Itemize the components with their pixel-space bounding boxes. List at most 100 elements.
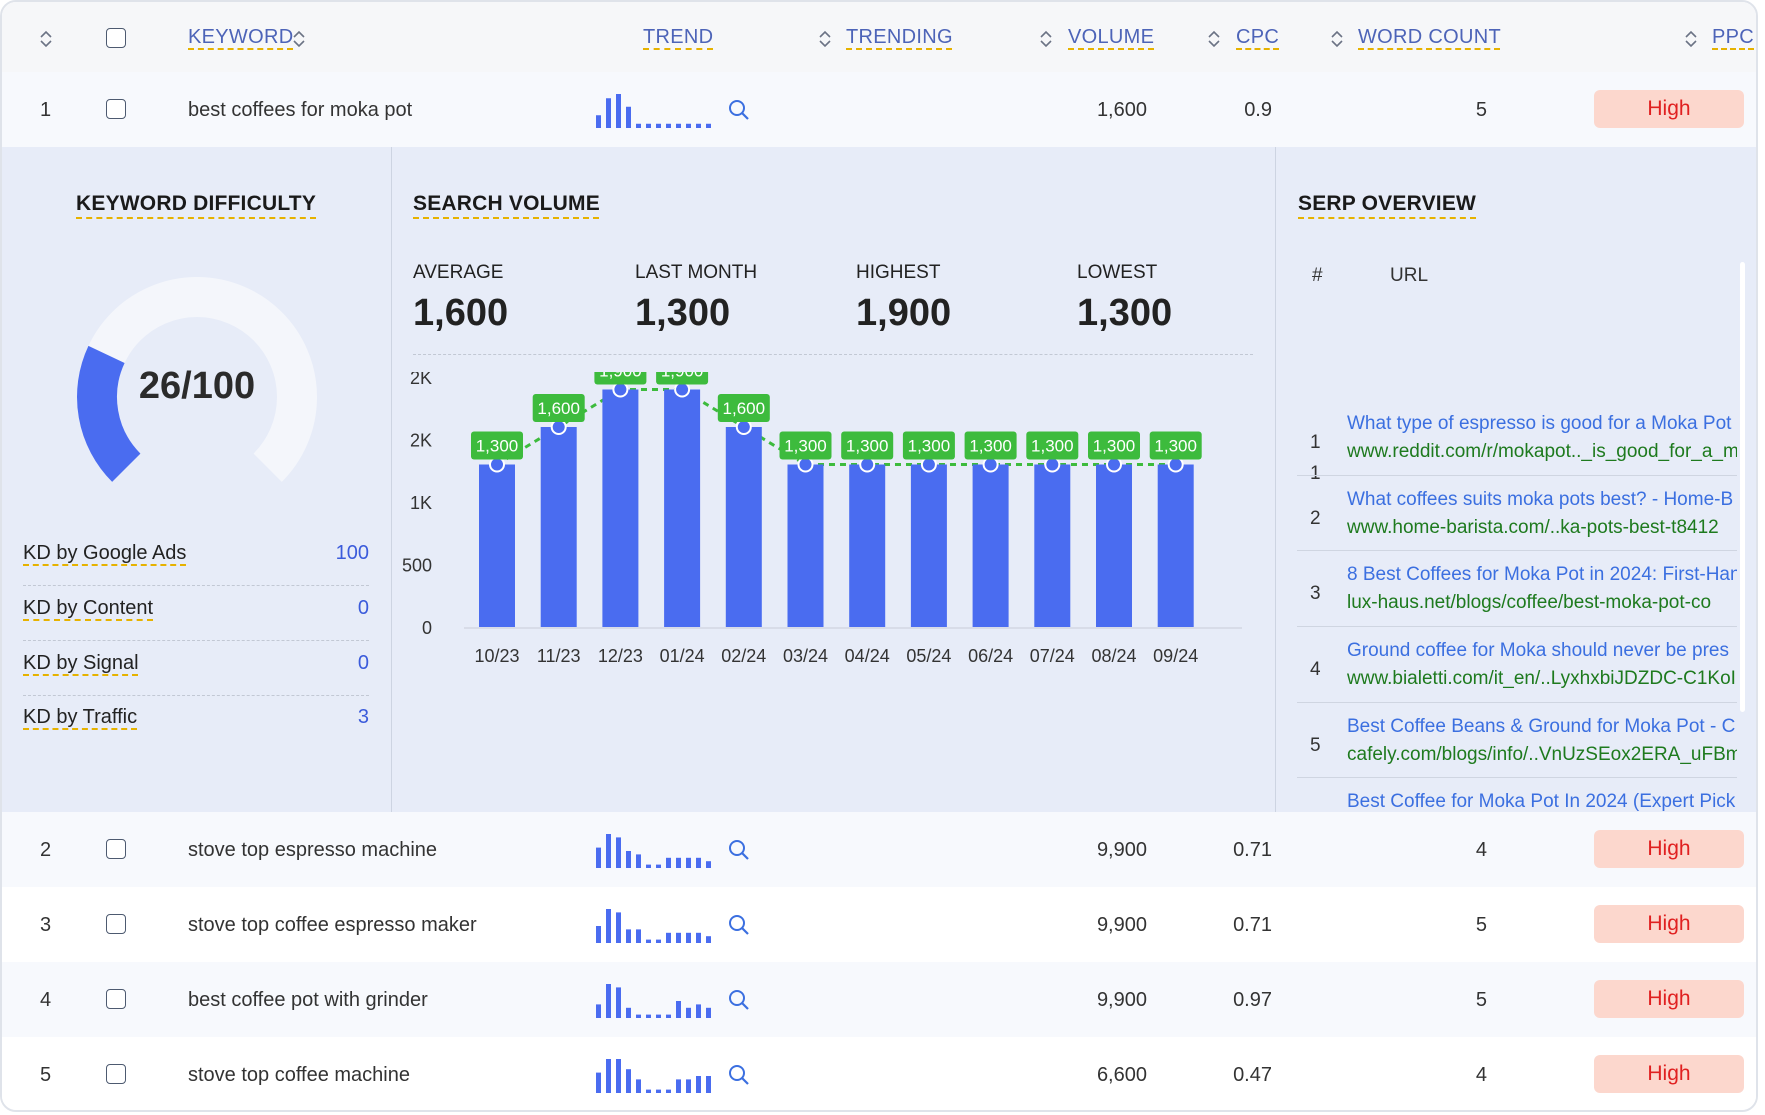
search-icon[interactable] (727, 98, 751, 122)
sparkline-bar (606, 984, 611, 1018)
divider (413, 354, 1253, 355)
bar[interactable] (479, 464, 515, 628)
bar[interactable] (910, 464, 947, 628)
col-trending[interactable]: TRENDING (846, 26, 953, 48)
serp-title-link[interactable]: Best Coffee Beans & Ground for Moka Pot … (1347, 716, 1736, 737)
sort-icon[interactable] (39, 29, 53, 49)
row-checkbox[interactable] (106, 989, 126, 1009)
col-keyword[interactable]: KEYWORD (188, 26, 294, 48)
search-icon[interactable] (727, 913, 751, 937)
gauge-fill (77, 345, 141, 482)
y-tick-label: 0 (422, 618, 432, 638)
sparkline-bar (616, 987, 621, 1018)
sort-icon[interactable] (1207, 29, 1221, 49)
sort-icon[interactable] (292, 29, 306, 49)
sort-icon[interactable] (1684, 29, 1698, 49)
bar[interactable] (664, 389, 701, 628)
bar-point (612, 381, 629, 398)
col-ppc[interactable]: PPC (1712, 26, 1755, 48)
table-row[interactable]: 5 stove top coffee machine 6,600 0.47 4 … (2, 1037, 1756, 1110)
serp-domain[interactable]: www.home-barista.com/..ka-pots-best-t841… (1347, 517, 1719, 538)
serp-num: 3 (1310, 583, 1321, 604)
bar[interactable] (602, 389, 639, 628)
keyword-text[interactable]: best coffee pot with grinder (188, 989, 428, 1011)
bar[interactable] (972, 464, 1009, 628)
data-label-bg (779, 431, 832, 460)
sparkline-bar (686, 857, 691, 868)
sparkline-bar (606, 834, 611, 868)
sparkline-bar (696, 123, 701, 128)
bar[interactable] (1034, 464, 1071, 628)
serp-num: 1 (1310, 432, 1321, 453)
sparkline-bar (676, 1001, 681, 1018)
divider (391, 147, 392, 812)
row-checkbox[interactable] (106, 1064, 126, 1084)
bar-point (797, 456, 814, 473)
serp-title-link[interactable]: Best Coffee for Moka Pot In 2024 (Expert… (1347, 791, 1736, 812)
table-row[interactable]: 2 stove top espresso machine 9,900 0.71 … (2, 812, 1756, 887)
bar-point (550, 419, 567, 435)
sparkline-bar (636, 1079, 641, 1093)
trend-sparkline (596, 984, 711, 1018)
sparkline-bar (666, 1014, 671, 1018)
serp-domain[interactable]: www.reddit.com/r/mokapot.._is_good_for_a… (1347, 441, 1737, 462)
col-volume[interactable]: VOLUME (1068, 26, 1155, 48)
table-row[interactable]: 1 best coffees for moka pot 1,600 0.9 5 … (2, 72, 1756, 147)
kd-google-ads: KD by Google Ads 100 (23, 530, 369, 586)
serp-title-link[interactable]: 8 Best Coffees for Moka Pot in 2024: Fir… (1347, 564, 1737, 585)
sparkline-bar (646, 1014, 651, 1018)
cpc-value: 0.97 (1233, 989, 1272, 1011)
serp-domain[interactable]: cafely.com/blogs/info/..VnUzSEox2ERA_uFB… (1347, 744, 1737, 765)
search-icon[interactable] (727, 1063, 751, 1087)
ppc-badge: High (1594, 905, 1744, 943)
sparkline-bar (656, 864, 661, 868)
bar[interactable] (540, 427, 577, 627)
row-checkbox[interactable] (106, 914, 126, 934)
serp-title-link[interactable]: What type of espresso is good for a Moka… (1347, 413, 1732, 434)
sort-icon[interactable] (1039, 29, 1053, 49)
table-row[interactable]: 3 stove top coffee espresso maker 9,900 … (2, 887, 1756, 962)
data-label: 1,300 (784, 437, 827, 456)
keyword-text[interactable]: stove top espresso machine (188, 839, 438, 861)
serp-entries: 1 What type of espresso is good for a Mo… (1297, 277, 1737, 812)
row-checkbox[interactable] (106, 99, 126, 119)
table-row[interactable]: 4 best coffee pot with grinder 9,900 0.9… (2, 962, 1756, 1037)
keyword-text[interactable]: best coffees for moka pot (188, 99, 413, 121)
row-checkbox[interactable] (106, 839, 126, 859)
col-word-count[interactable]: WORD COUNT (1358, 26, 1501, 48)
bar[interactable] (725, 427, 762, 627)
sparkline-bar (626, 851, 631, 868)
sort-icon[interactable] (1330, 29, 1344, 49)
ppc-badge: High (1594, 830, 1744, 868)
serp-title-link[interactable]: Ground coffee for Moka should never be p… (1347, 640, 1729, 661)
serp-title-link[interactable]: What coffees suits moka pots best? - Hom… (1347, 489, 1734, 510)
keyword-text[interactable]: stove top coffee machine (188, 1064, 410, 1086)
sparkline-bar (706, 936, 711, 943)
kd-value: 0 (357, 652, 369, 674)
ppc-badge: High (1594, 1055, 1744, 1093)
x-tick-label: 01/24 (660, 646, 705, 666)
bar[interactable] (787, 464, 824, 628)
serp-num: 1 (1310, 463, 1321, 484)
search-icon[interactable] (727, 838, 751, 862)
select-all-checkbox[interactable] (106, 28, 126, 48)
serp-scrollbar[interactable] (1740, 262, 1745, 712)
kd-value: 100 (335, 542, 369, 564)
serp-list[interactable]: 1 (1297, 292, 1737, 812)
serp-domain[interactable]: www.bialetti.com/it_en/..LyxhxbiJDZDC-C1… (1347, 668, 1736, 689)
serp-domain[interactable]: lux-haus.net/blogs/coffee/best-moka-pot-… (1347, 592, 1712, 613)
search-icon[interactable] (727, 988, 751, 1012)
sort-icon[interactable] (818, 29, 832, 49)
bar[interactable] (1096, 464, 1132, 628)
stat-average: 1,600 (413, 292, 509, 334)
keyword-text[interactable]: stove top coffee espresso maker (188, 914, 477, 936)
bar[interactable] (1157, 464, 1194, 628)
sparkline-bar (596, 1072, 601, 1093)
kd-signal: KD by Signal 0 (23, 640, 369, 696)
sparkline-bar (626, 929, 631, 943)
divider (1275, 147, 1276, 812)
col-cpc[interactable]: CPC (1236, 26, 1280, 48)
bar-point (859, 456, 876, 473)
trend-sparkline (596, 909, 711, 943)
bar[interactable] (849, 464, 886, 628)
